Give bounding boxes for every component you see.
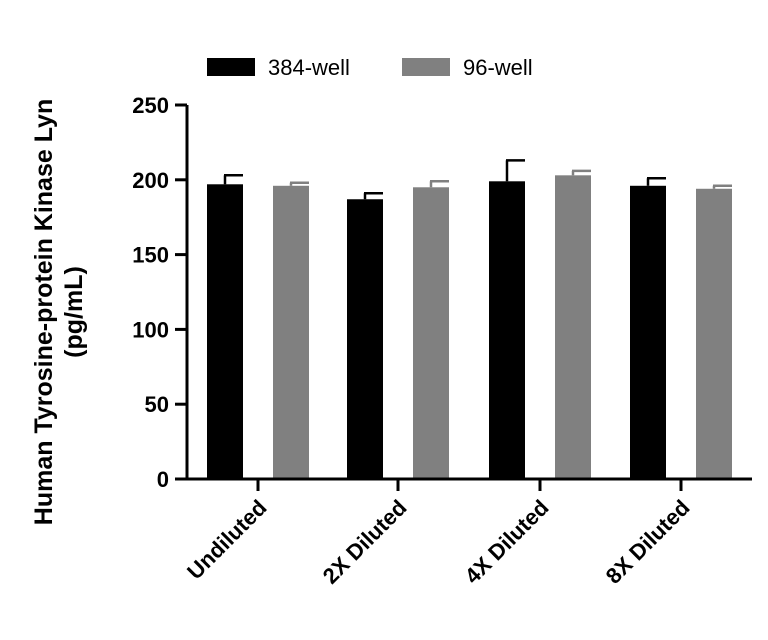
- y-tick-label: 150: [132, 243, 169, 268]
- bar-series1-3: [630, 185, 666, 479]
- x-tick-label: 4X Diluted: [460, 495, 554, 589]
- y-tick-label: 250: [132, 93, 169, 118]
- error-bar-series1-3: [646, 177, 666, 186]
- legend-item: 96-well: [402, 55, 533, 80]
- x-tick-label: Undiluted: [182, 495, 271, 584]
- error-bars: [223, 159, 732, 200]
- error-bar-series1-1: [363, 192, 383, 200]
- error-bar-series2-2: [571, 169, 591, 176]
- y-axis-title-line: Human Tyrosine-protein Kinase Lyn: [30, 99, 58, 525]
- y-tick-label: 0: [157, 467, 169, 492]
- bar-series1-0: [207, 184, 243, 479]
- bars: [207, 175, 732, 480]
- y-tick-label: 200: [132, 168, 169, 193]
- error-bar-series1-2: [505, 159, 525, 182]
- y-tick-label: 50: [145, 392, 169, 417]
- legend-label: 384-well: [268, 55, 350, 80]
- legend-swatch: [402, 58, 450, 76]
- legend-label: 96-well: [463, 55, 533, 80]
- error-bar-series1-0: [223, 174, 243, 185]
- bar-series2-2: [555, 175, 591, 479]
- y-axis: 0 50 100 150 200 250: [132, 93, 189, 492]
- legend-item: 384-well: [207, 55, 350, 80]
- bar-series2-0: [273, 185, 309, 479]
- y-axis-title-line: (pg/mL): [60, 266, 88, 358]
- bar-series2-3: [696, 188, 732, 479]
- legend-swatch: [207, 58, 255, 76]
- x-axis: Undiluted 2X Diluted 4X Diluted 8X Diluted: [182, 477, 752, 589]
- y-tick-label: 100: [132, 317, 169, 342]
- y-axis-title: Human Tyrosine-protein Kinase Lyn (pg/mL): [30, 99, 88, 525]
- x-tick-label: 8X Diluted: [601, 495, 695, 589]
- bar-series2-1: [413, 187, 449, 479]
- bar-series1-1: [347, 199, 383, 480]
- error-bar-series2-3: [712, 184, 732, 189]
- x-tick-label: 2X Diluted: [318, 495, 412, 589]
- legend: 384-well 96-well: [207, 55, 533, 80]
- error-bar-series2-0: [289, 181, 309, 186]
- error-bar-series2-1: [429, 180, 449, 188]
- bar-series1-2: [489, 181, 525, 479]
